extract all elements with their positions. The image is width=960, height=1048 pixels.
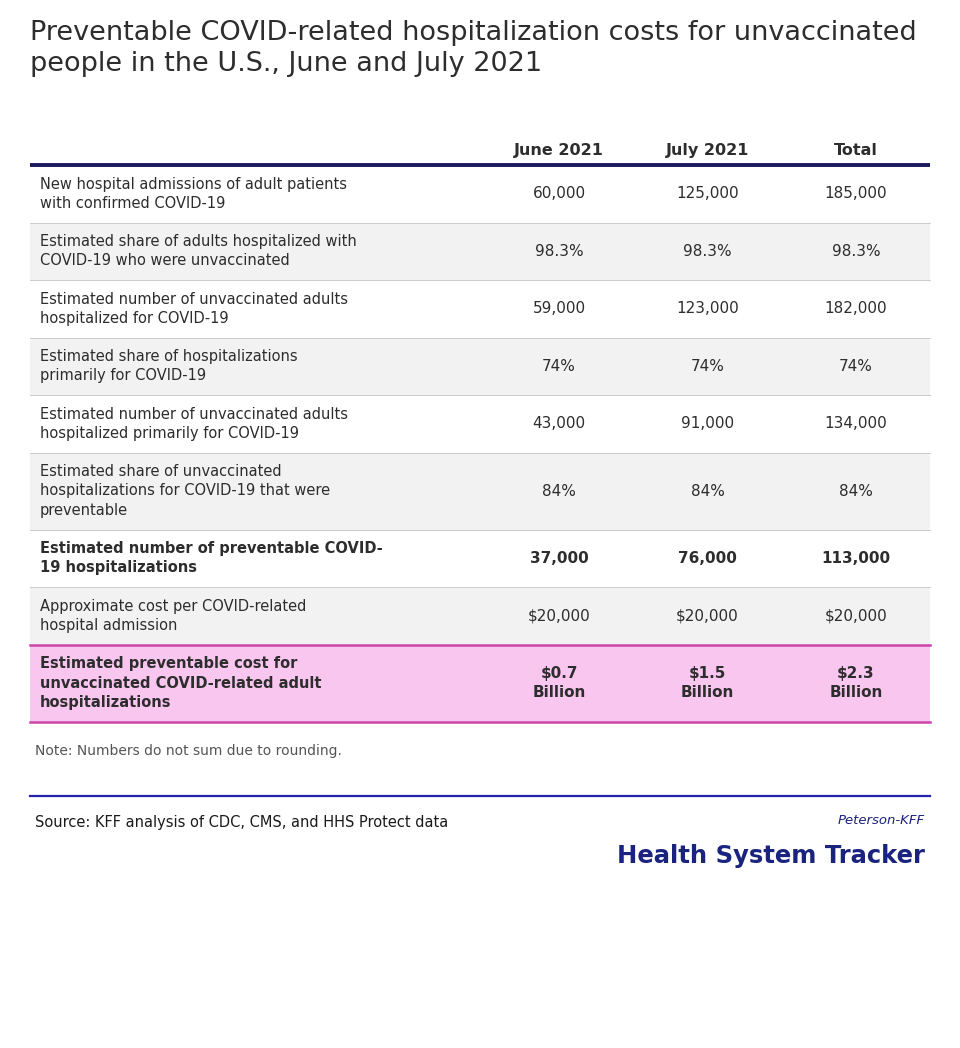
Bar bbox=[30, 645, 930, 721]
Text: 59,000: 59,000 bbox=[533, 301, 586, 316]
Text: Preventable COVID-related hospitalization costs for unvaccinated
people in the U: Preventable COVID-related hospitalizatio… bbox=[30, 20, 917, 77]
Text: New hospital admissions of adult patients
with confirmed COVID-19: New hospital admissions of adult patient… bbox=[40, 177, 347, 211]
Text: $20,000: $20,000 bbox=[676, 608, 739, 624]
Text: Estimated share of hospitalizations
primarily for COVID-19: Estimated share of hospitalizations prim… bbox=[40, 349, 298, 384]
Text: Estimated number of unvaccinated adults
hospitalized primarily for COVID-19: Estimated number of unvaccinated adults … bbox=[40, 407, 348, 441]
Text: Source: KFF analysis of CDC, CMS, and HHS Protect data: Source: KFF analysis of CDC, CMS, and HH… bbox=[35, 815, 448, 830]
Bar bbox=[30, 587, 930, 645]
Text: Note: Numbers do not sum due to rounding.: Note: Numbers do not sum due to rounding… bbox=[35, 743, 342, 758]
Text: 76,000: 76,000 bbox=[678, 551, 737, 566]
Text: 98.3%: 98.3% bbox=[684, 244, 732, 259]
Text: 84%: 84% bbox=[690, 483, 725, 499]
Text: 60,000: 60,000 bbox=[533, 187, 586, 201]
Text: July 2021: July 2021 bbox=[666, 143, 749, 158]
Text: Peterson-KFF: Peterson-KFF bbox=[838, 813, 925, 827]
Text: Estimated share of adults hospitalized with
COVID-19 who were unvaccinated: Estimated share of adults hospitalized w… bbox=[40, 234, 357, 268]
Text: 113,000: 113,000 bbox=[821, 551, 890, 566]
Text: $2.3
Billion: $2.3 Billion bbox=[829, 665, 882, 700]
Bar bbox=[30, 453, 930, 529]
Text: $1.5
Billion: $1.5 Billion bbox=[681, 665, 734, 700]
Bar bbox=[30, 165, 930, 222]
Text: June 2021: June 2021 bbox=[515, 143, 604, 158]
Text: Estimated number of preventable COVID-
19 hospitalizations: Estimated number of preventable COVID- 1… bbox=[40, 541, 383, 575]
Text: Estimated preventable cost for
unvaccinated COVID-related adult
hospitalizations: Estimated preventable cost for unvaccina… bbox=[40, 656, 322, 709]
Text: 43,000: 43,000 bbox=[533, 416, 586, 431]
Text: 74%: 74% bbox=[542, 358, 576, 374]
Text: 74%: 74% bbox=[690, 358, 725, 374]
Text: 125,000: 125,000 bbox=[676, 187, 739, 201]
Bar bbox=[30, 280, 930, 337]
Text: Total: Total bbox=[834, 143, 877, 158]
Bar bbox=[30, 337, 930, 395]
Text: 182,000: 182,000 bbox=[825, 301, 887, 316]
Text: 134,000: 134,000 bbox=[825, 416, 887, 431]
Text: Estimated number of unvaccinated adults
hospitalized for COVID-19: Estimated number of unvaccinated adults … bbox=[40, 291, 348, 326]
Text: 84%: 84% bbox=[542, 483, 576, 499]
Text: $0.7
Billion: $0.7 Billion bbox=[533, 665, 586, 700]
Text: 74%: 74% bbox=[839, 358, 873, 374]
Text: $20,000: $20,000 bbox=[528, 608, 590, 624]
Text: 98.3%: 98.3% bbox=[831, 244, 880, 259]
Text: 123,000: 123,000 bbox=[676, 301, 739, 316]
Text: 91,000: 91,000 bbox=[681, 416, 734, 431]
Bar bbox=[30, 529, 930, 587]
Text: Health System Tracker: Health System Tracker bbox=[617, 844, 925, 868]
Bar bbox=[30, 222, 930, 280]
Text: 37,000: 37,000 bbox=[530, 551, 588, 566]
Text: 84%: 84% bbox=[839, 483, 873, 499]
Text: Approximate cost per COVID-related
hospital admission: Approximate cost per COVID-related hospi… bbox=[40, 598, 306, 633]
Bar bbox=[30, 395, 930, 453]
Text: Estimated share of unvaccinated
hospitalizations for COVID-19 that were
preventa: Estimated share of unvaccinated hospital… bbox=[40, 464, 330, 518]
Text: 98.3%: 98.3% bbox=[535, 244, 584, 259]
Text: 185,000: 185,000 bbox=[825, 187, 887, 201]
Text: $20,000: $20,000 bbox=[825, 608, 887, 624]
